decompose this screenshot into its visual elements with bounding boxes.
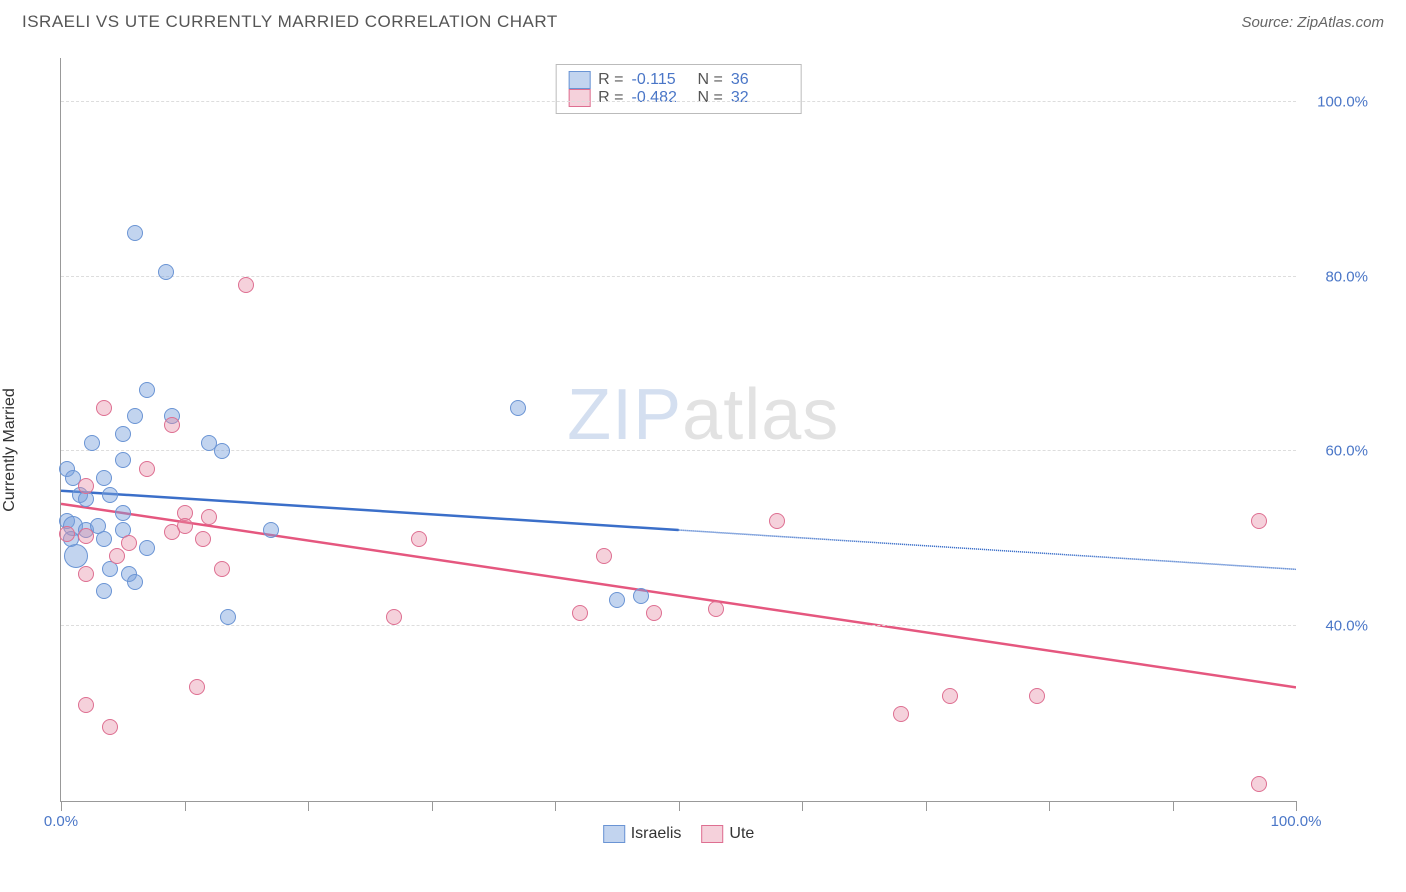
x-tick <box>1296 801 1297 811</box>
data-point <box>238 277 254 293</box>
x-tick <box>61 801 62 811</box>
watermark: ZIPatlas <box>567 374 839 456</box>
x-tick <box>1173 801 1174 811</box>
gridline <box>61 625 1296 626</box>
data-point <box>214 443 230 459</box>
data-point <box>189 679 205 695</box>
y-tick-label: 80.0% <box>1325 268 1368 285</box>
data-point <box>1251 513 1267 529</box>
data-point <box>164 417 180 433</box>
data-point <box>893 706 909 722</box>
data-point <box>139 540 155 556</box>
data-point <box>386 609 402 625</box>
data-point <box>59 526 75 542</box>
gridline <box>61 450 1296 451</box>
y-axis-label: Currently Married <box>1 388 19 512</box>
gridline <box>61 101 1296 102</box>
data-point <box>195 531 211 547</box>
series-legend: Israelis Ute <box>603 825 755 843</box>
swatch <box>701 825 723 843</box>
plot-area: ZIPatlas R = -0.115N = 36R = -0.482N = 3… <box>60 58 1296 802</box>
data-point <box>115 505 131 521</box>
x-tick <box>432 801 433 811</box>
swatch <box>568 71 590 89</box>
legend-item: Israelis <box>603 825 682 843</box>
swatch <box>603 825 625 843</box>
data-point <box>78 566 94 582</box>
x-tick <box>926 801 927 811</box>
data-point <box>78 478 94 494</box>
y-tick-label: 60.0% <box>1325 443 1368 460</box>
chart-title: ISRAELI VS UTE CURRENTLY MARRIED CORRELA… <box>22 12 558 32</box>
x-tick <box>1049 801 1050 811</box>
data-point <box>633 588 649 604</box>
data-point <box>609 592 625 608</box>
data-point <box>942 688 958 704</box>
data-point <box>102 487 118 503</box>
data-point <box>177 518 193 534</box>
data-point <box>84 435 100 451</box>
x-tick-label: 100.0% <box>1271 813 1322 830</box>
data-point <box>158 264 174 280</box>
data-point <box>572 605 588 621</box>
data-point <box>96 531 112 547</box>
data-point <box>102 719 118 735</box>
y-tick-label: 40.0% <box>1325 618 1368 635</box>
data-point <box>214 561 230 577</box>
x-tick <box>185 801 186 811</box>
data-point <box>96 583 112 599</box>
data-point <box>139 461 155 477</box>
data-point <box>64 544 88 568</box>
y-tick-label: 100.0% <box>1317 93 1368 110</box>
data-point <box>201 509 217 525</box>
data-point <box>220 609 236 625</box>
x-tick <box>555 801 556 811</box>
x-tick <box>802 801 803 811</box>
data-point <box>115 452 131 468</box>
regression-lines <box>61 58 1296 801</box>
chart-container: Currently Married ZIPatlas R = -0.115N =… <box>20 48 1376 852</box>
data-point <box>96 470 112 486</box>
x-tick <box>308 801 309 811</box>
data-point <box>115 426 131 442</box>
data-point <box>96 400 112 416</box>
legend-item: Ute <box>701 825 754 843</box>
source-label: Source: ZipAtlas.com <box>1241 14 1384 31</box>
data-point <box>510 400 526 416</box>
data-point <box>708 601 724 617</box>
stats-row: R = -0.482N = 32 <box>568 89 789 107</box>
data-point <box>411 531 427 547</box>
data-point <box>78 528 94 544</box>
data-point <box>646 605 662 621</box>
data-point <box>1251 776 1267 792</box>
data-point <box>127 225 143 241</box>
data-point <box>121 535 137 551</box>
stats-row: R = -0.115N = 36 <box>568 71 789 89</box>
data-point <box>127 408 143 424</box>
data-point <box>1029 688 1045 704</box>
data-point <box>769 513 785 529</box>
stats-legend: R = -0.115N = 36R = -0.482N = 32 <box>555 64 802 114</box>
swatch <box>568 89 590 107</box>
data-point <box>263 522 279 538</box>
data-point <box>127 574 143 590</box>
data-point <box>78 697 94 713</box>
data-point <box>139 382 155 398</box>
data-point <box>109 548 125 564</box>
data-point <box>596 548 612 564</box>
x-tick <box>679 801 680 811</box>
x-tick-label: 0.0% <box>44 813 78 830</box>
